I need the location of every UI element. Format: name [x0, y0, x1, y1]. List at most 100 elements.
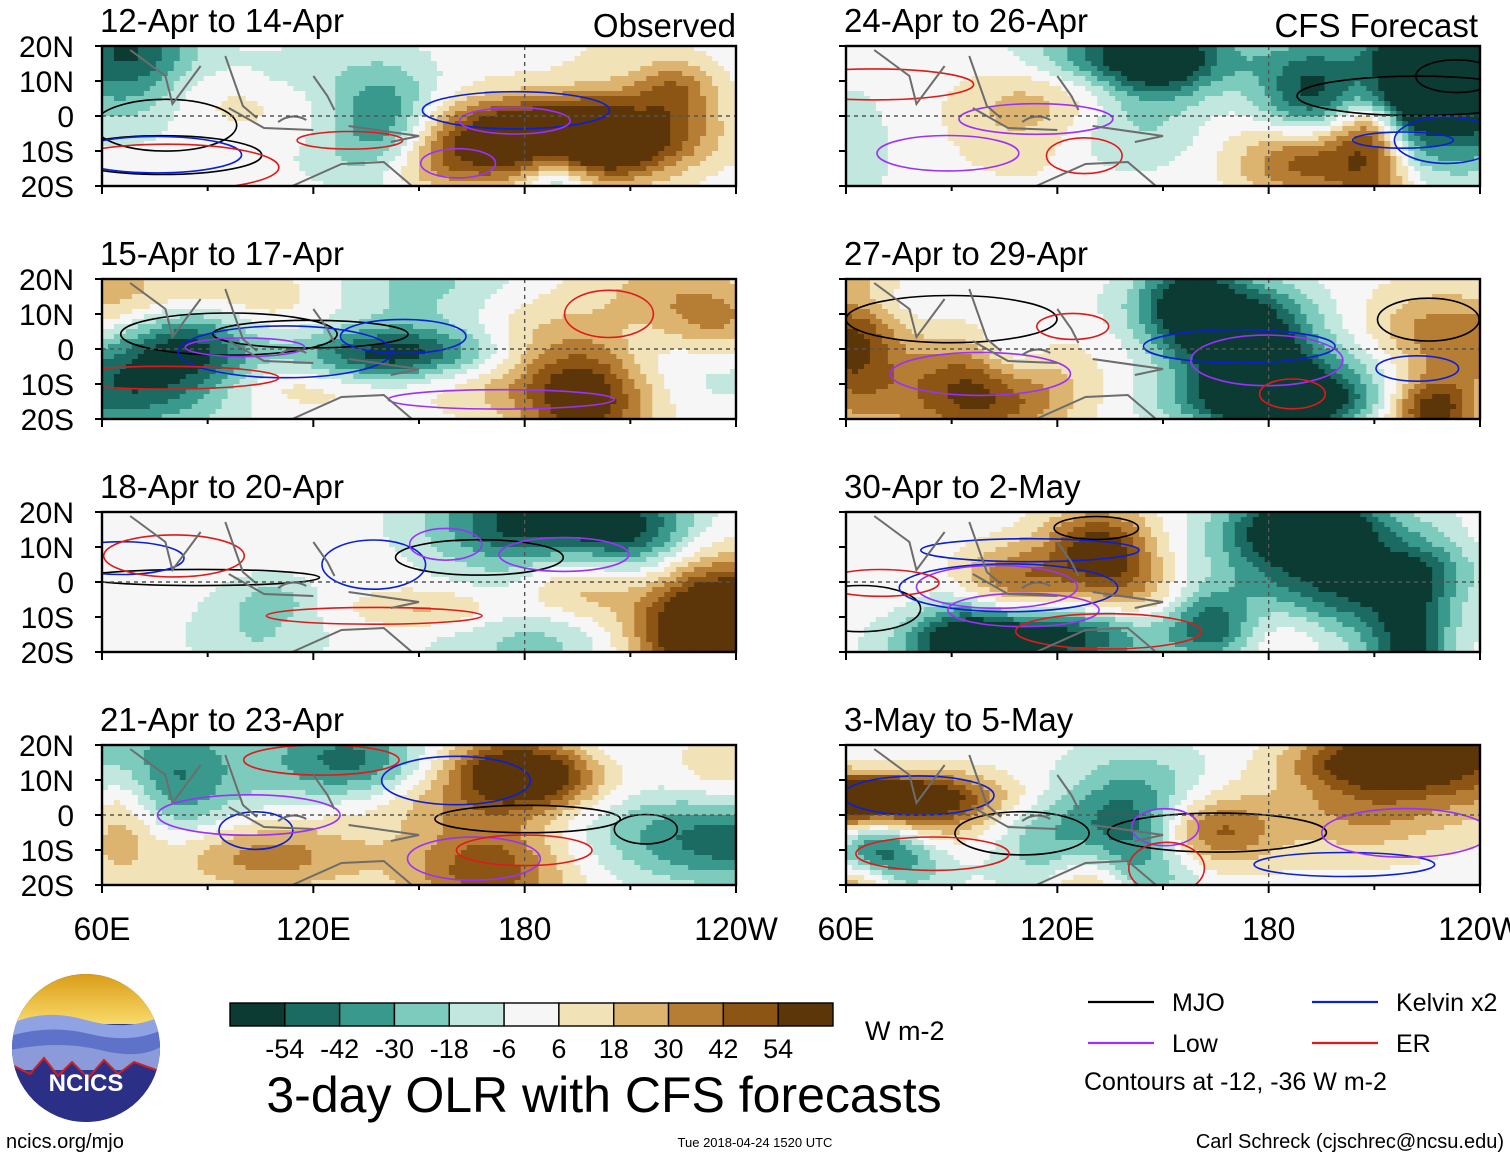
contour-er — [1045, 137, 1123, 175]
contour-kelvin-x2 — [1351, 131, 1455, 150]
y-tick-label: 0 — [57, 101, 74, 134]
coastlines — [873, 748, 1164, 885]
contour-kelvin-x2 — [177, 325, 393, 379]
colorbar-swatch — [229, 1002, 286, 1027]
y-tick-label: 10S — [21, 136, 74, 169]
contour-mjo — [1106, 812, 1328, 853]
panel-title: 3-May to 5-May — [844, 701, 1074, 738]
x-tick-label: 180 — [1242, 911, 1295, 947]
x-tick-label: 60E — [818, 911, 875, 947]
contour-low — [947, 592, 1100, 628]
y-tick-label: 10N — [19, 532, 74, 565]
legend-label: Low — [1172, 1030, 1219, 1058]
contour-low — [156, 793, 341, 836]
coastlines — [873, 282, 1164, 419]
contour-kelvin-x2 — [421, 90, 611, 130]
contour-mjo — [102, 98, 238, 152]
colorbar-swatch — [667, 1002, 725, 1027]
panel-title: 21-Apr to 23-Apr — [100, 701, 344, 738]
olr-field — [846, 745, 1480, 885]
y-tick-label: 0 — [57, 567, 74, 600]
panel-fc4: 3-May to 5-May 60E 120E 180 120W — [818, 701, 1510, 947]
contour-low — [458, 106, 572, 135]
logo-text: NCICS — [49, 1070, 124, 1097]
y-tick-label: 20N — [19, 31, 74, 64]
y-tick-label: 10S — [21, 369, 74, 402]
colorbar-tick-label: -42 — [320, 1034, 359, 1064]
panel-fc1: 24-Apr to 26-Apr — [839, 2, 1482, 194]
colorbar-tick-label: 30 — [654, 1034, 684, 1064]
x-tick-label: 120E — [276, 911, 351, 947]
legend: MJO Kelvin x2 Low ER — [1088, 989, 1497, 1058]
contour-er — [846, 568, 940, 598]
legend-label: Kelvin x2 — [1396, 989, 1497, 1017]
contour-er — [102, 365, 280, 390]
contour-er — [1035, 312, 1110, 341]
y-tick-label: 20N — [19, 497, 74, 530]
coastlines — [873, 49, 1164, 186]
colorbar-tick-label: 6 — [551, 1034, 566, 1064]
footer-url[interactable]: ncics.org/mjo — [6, 1131, 124, 1153]
contour-kelvin-x2 — [321, 539, 427, 591]
ncics-logo: NCICS — [12, 974, 160, 1122]
contour-low — [408, 527, 483, 561]
contour-mjo — [613, 813, 679, 845]
contour-mjo — [846, 584, 922, 633]
olr-field — [102, 46, 736, 186]
contour-mjo — [102, 568, 321, 587]
contour-kelvin-x2 — [1375, 354, 1460, 382]
contour-mjo — [434, 804, 622, 834]
colorbar-tick-label: 54 — [763, 1034, 793, 1064]
contour-er — [1128, 841, 1206, 885]
x-tick-label: 180 — [498, 911, 551, 947]
contour-low — [915, 564, 1079, 610]
contour-kelvin-x2 — [1142, 328, 1336, 364]
figure-title: 3-day OLR with CFS forecasts — [266, 1067, 941, 1123]
coastlines — [873, 515, 1164, 652]
footer-author[interactable]: Carl Schreck (cjschrec@ncsu.edu) — [1196, 1131, 1504, 1153]
coastlines — [129, 515, 420, 652]
olr-field — [102, 279, 736, 419]
colorbar-tick-label: -54 — [265, 1034, 304, 1064]
contour-low — [498, 536, 630, 573]
colorbar-tick-label: -6 — [492, 1034, 516, 1064]
forecast-header: CFS Forecast — [1274, 7, 1478, 44]
colorbar-tick-label: -30 — [375, 1034, 414, 1064]
panel-fc2: 27-Apr to 29-Apr — [839, 235, 1482, 427]
colorbar-swatch — [503, 1002, 560, 1027]
olr-field — [102, 512, 736, 652]
colorbar-tick-label: 42 — [708, 1034, 738, 1064]
contour-mjo — [1053, 515, 1140, 541]
contour-low — [419, 147, 497, 179]
y-tick-label: 20S — [21, 171, 74, 204]
contour-mjo — [954, 810, 1090, 856]
contour-low — [1130, 807, 1200, 847]
olr-field — [102, 745, 736, 885]
coastlines — [129, 49, 420, 186]
y-tick-label: 20S — [21, 870, 74, 903]
panel-title: 24-Apr to 26-Apr — [844, 2, 1088, 39]
contour-kelvin-x2 — [1253, 851, 1436, 878]
panel-fc3: 30-Apr to 2-May — [839, 468, 1482, 660]
observed-header: Observed — [593, 7, 736, 44]
x-tick-label: 60E — [74, 911, 131, 947]
y-tick-label: 10S — [21, 835, 74, 868]
y-tick-label: 10N — [19, 299, 74, 332]
contour-kelvin-x2 — [1393, 116, 1480, 165]
contour-mjo — [119, 312, 338, 357]
contour-low — [1320, 807, 1480, 858]
coastlines — [129, 282, 420, 419]
contour-kelvin-x2 — [218, 810, 294, 851]
x-tick-label: 120E — [1020, 911, 1095, 947]
colorbar-tick-label: -18 — [430, 1034, 469, 1064]
contour-kelvin-x2 — [920, 537, 1140, 563]
y-tick-label: 20N — [19, 730, 74, 763]
y-tick-label: 10S — [21, 602, 74, 635]
coastlines — [129, 748, 420, 885]
contour-low — [406, 836, 542, 882]
y-tick-label: 0 — [57, 334, 74, 367]
